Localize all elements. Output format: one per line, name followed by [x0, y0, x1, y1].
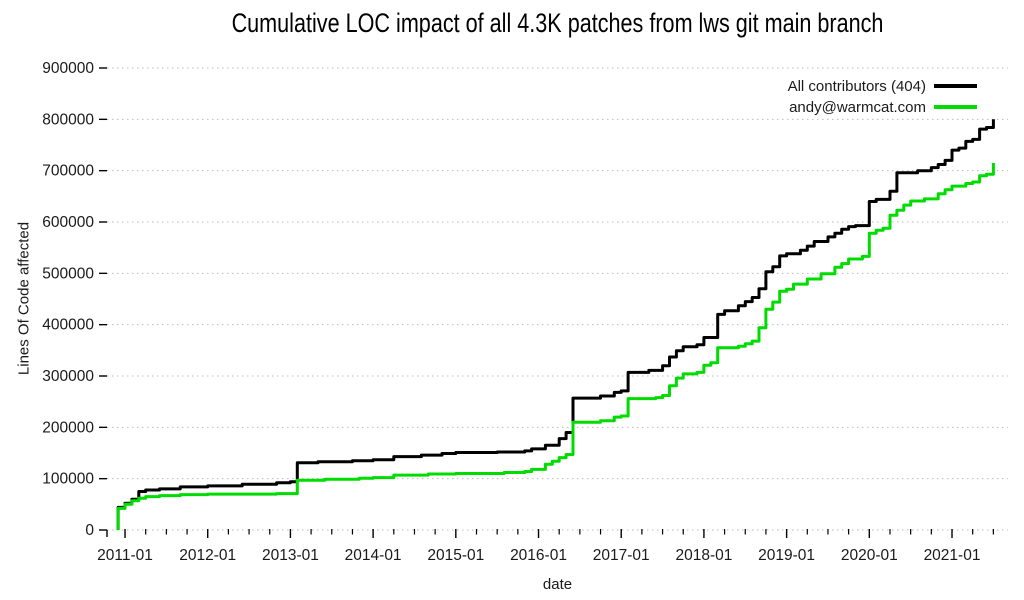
x-tick-label: 2020-01 — [841, 547, 898, 564]
y-tick-label: 600000 — [42, 214, 94, 231]
y-tick-label: 500000 — [42, 265, 94, 282]
x-tick-label: 2016-01 — [510, 547, 567, 564]
y-tick-label: 400000 — [42, 317, 94, 334]
x-tick-label: 2021-01 — [924, 547, 981, 564]
x-tick-label: 2018-01 — [675, 547, 732, 564]
chart-title: Cumulative LOC impact of all 4.3K patche… — [231, 8, 884, 38]
legend-label: andy@warmcat.com — [789, 99, 926, 116]
y-tick-label: 800000 — [42, 111, 94, 128]
series-line — [116, 119, 995, 530]
x-tick-label: 2011-01 — [97, 547, 153, 564]
y-tick-label: 900000 — [42, 60, 94, 77]
x-tick-label: 2014-01 — [345, 547, 402, 564]
y-tick-label: 300000 — [42, 368, 94, 385]
series-line — [116, 163, 995, 530]
y-tick-label: 100000 — [42, 471, 94, 488]
x-tick-label: 2015-01 — [427, 547, 484, 564]
x-tick-label: 2017-01 — [593, 547, 650, 564]
x-tick-label: 2013-01 — [262, 547, 319, 564]
y-tick-label: 0 — [85, 522, 94, 539]
x-axis-title: date — [542, 576, 573, 593]
y-tick-label: 200000 — [42, 419, 94, 436]
legend-label: All contributors (404) — [788, 78, 926, 95]
x-tick-label: 2012-01 — [179, 547, 236, 564]
y-tick-label: 700000 — [42, 163, 94, 180]
x-tick-label: 2019-01 — [758, 547, 815, 564]
